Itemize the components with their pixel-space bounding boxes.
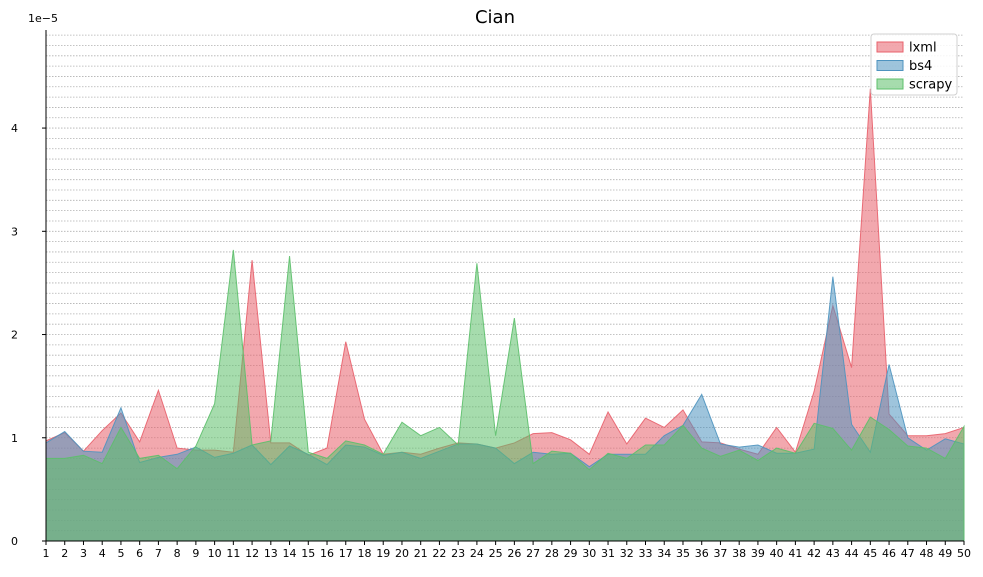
x-tick-label: 18 — [357, 547, 371, 560]
x-tick-label: 9 — [192, 547, 199, 560]
chart-title: Cian — [475, 7, 515, 28]
x-tick-label: 38 — [732, 547, 746, 560]
x-tick-label: 12 — [245, 547, 259, 560]
x-tick-label: 5 — [117, 547, 124, 560]
x-tick-label: 13 — [264, 547, 278, 560]
y-tick-label: 3 — [11, 225, 18, 238]
x-tick-label: 39 — [751, 547, 765, 560]
y-tick-label: 2 — [11, 329, 18, 342]
x-tick-label: 17 — [339, 547, 353, 560]
legend: lxml bs4 scrapy — [870, 33, 958, 96]
x-tick-label: 2 — [61, 547, 68, 560]
x-tick-label: 8 — [174, 547, 181, 560]
x-tick-label: 1 — [43, 547, 50, 560]
x-tick-label: 6 — [136, 547, 143, 560]
legend-label-scrapy: scrapy — [909, 78, 952, 93]
x-tick-label: 3 — [80, 547, 87, 560]
x-tick-label: 22 — [432, 547, 446, 560]
x-tick-label: 16 — [320, 547, 334, 560]
legend-swatch-scrapy — [876, 78, 904, 90]
x-tick-label: 25 — [489, 547, 503, 560]
area-scrapy — [45, 249, 965, 542]
x-tick-label: 28 — [545, 547, 559, 560]
x-tick-label: 7 — [155, 547, 162, 560]
x-tick-label: 35 — [676, 547, 690, 560]
x-tick-label: 4 — [99, 547, 106, 560]
x-tick-label: 26 — [507, 547, 521, 560]
x-tick-label: 10 — [208, 547, 222, 560]
x-tick-label: 29 — [564, 547, 578, 560]
x-tick-label: 40 — [770, 547, 784, 560]
x-tick-label: 37 — [713, 547, 727, 560]
x-tick-label: 36 — [695, 547, 709, 560]
x-tick-label: 15 — [301, 547, 315, 560]
x-tick-label: 42 — [807, 547, 821, 560]
x-tick-label: 34 — [657, 547, 671, 560]
x-tick-label: 48 — [920, 547, 934, 560]
y-axis-offset-label: 1e−5 — [28, 12, 58, 25]
legend-swatch-bs4 — [876, 60, 904, 71]
legend-label-lxml: lxml — [909, 41, 937, 56]
y-tick-label: 1 — [11, 432, 18, 445]
legend-label-bs4: bs4 — [909, 59, 932, 74]
y-tick-label: 0 — [11, 535, 18, 548]
x-tick-label: 27 — [526, 547, 540, 560]
x-tick-label: 46 — [882, 547, 896, 560]
x-tick-label: 21 — [414, 547, 428, 560]
x-tick-label: 44 — [845, 547, 859, 560]
legend-swatch-lxml — [876, 41, 904, 53]
x-tick-label: 19 — [376, 547, 390, 560]
x-tick-label: 14 — [283, 547, 297, 560]
x-tick-label: 45 — [863, 547, 877, 560]
x-tick-label: 31 — [601, 547, 615, 560]
x-tick-label: 41 — [788, 547, 802, 560]
x-tick-label: 49 — [938, 547, 952, 560]
x-tick-label: 11 — [226, 547, 240, 560]
x-tick-label: 32 — [620, 547, 634, 560]
x-tick-label: 20 — [395, 547, 409, 560]
x-tick-label: 24 — [470, 547, 484, 560]
y-tick-label: 4 — [11, 122, 18, 135]
x-tick-label: 43 — [826, 547, 840, 560]
x-tick-label: 33 — [639, 547, 653, 560]
x-tick-label: 23 — [451, 547, 465, 560]
x-tick-label: 47 — [901, 547, 915, 560]
series-areas — [45, 88, 965, 542]
x-tick-label: 30 — [582, 547, 596, 560]
x-tick-label: 50 — [957, 547, 971, 560]
